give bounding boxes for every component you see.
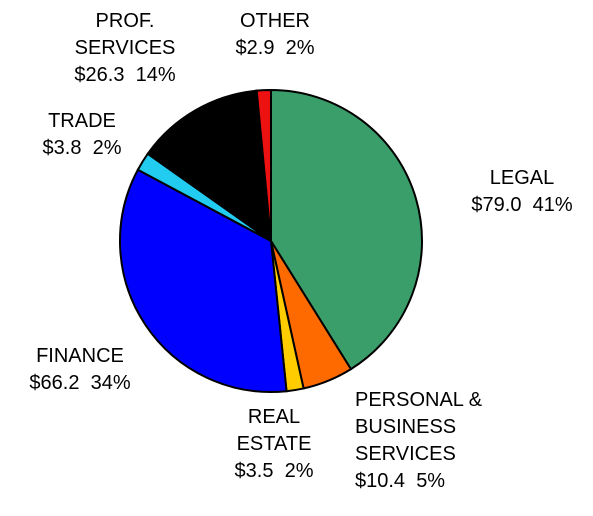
percent-label: 2%: [285, 37, 315, 59]
slice-label: FINANCE $66.2 34%: [0, 343, 230, 397]
value-label: $3.8: [42, 137, 82, 159]
pie-slice: [270, 88, 423, 371]
value-label: $3.5: [234, 460, 274, 482]
pie-slice: [146, 89, 273, 244]
pie-slice: [119, 168, 288, 393]
value-label: $10.4: [355, 470, 406, 492]
category-label: FINANCE: [36, 345, 124, 367]
slice-label: TRADE $3.8 2%: [0, 108, 232, 162]
percent-label: 2%: [284, 460, 314, 482]
slice-label: OTHER $2.9 2%: [125, 8, 425, 62]
percent-label: 5%: [416, 470, 446, 492]
value-label: $2.9: [235, 37, 275, 59]
category-label: LEGAL: [489, 167, 555, 189]
category-label: OTHER: [240, 10, 310, 32]
value-label: $66.2: [29, 372, 80, 394]
category-label: PROF. SERVICES: [74, 10, 176, 59]
percent-label: 14%: [135, 64, 176, 86]
slice-label: LEGAL $79.0 41%: [372, 165, 593, 219]
percent-label: 34%: [90, 372, 131, 394]
value-label: $26.3: [74, 64, 125, 86]
slice-label: PERSONAL & BUSINESS SERVICES $10.4 5%: [355, 387, 482, 495]
category-label: PERSONAL & BUSINESS SERVICES: [355, 389, 483, 465]
category-label: REAL ESTATE: [236, 406, 312, 455]
pie-slice: [255, 88, 272, 242]
percent-label: 2%: [92, 137, 122, 159]
slice-label: PROF. SERVICES $26.3 14%: [0, 8, 275, 89]
value-label: $79.0: [471, 194, 522, 216]
category-label: TRADE: [48, 110, 116, 132]
percent-label: 41%: [532, 194, 573, 216]
slice-label: REAL ESTATE $3.5 2%: [124, 404, 424, 485]
